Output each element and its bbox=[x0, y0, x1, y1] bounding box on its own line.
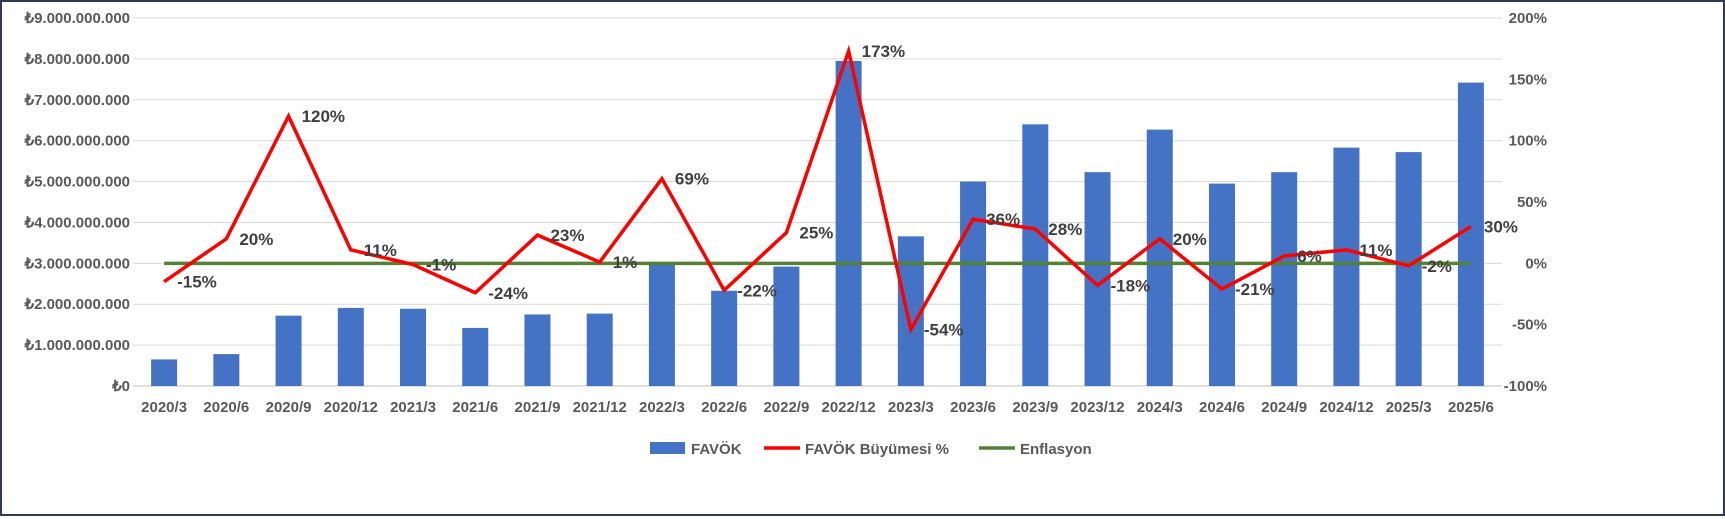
x-tick-label: 2024/3 bbox=[1137, 399, 1183, 416]
data-label: -21% bbox=[1235, 280, 1275, 299]
data-label: 36% bbox=[986, 210, 1020, 229]
bar bbox=[275, 315, 302, 386]
bar bbox=[835, 60, 862, 386]
data-label: 11% bbox=[364, 241, 397, 260]
x-tick-label: 2025/3 bbox=[1386, 399, 1432, 416]
y-tick-label: ₺8.000.000.000 bbox=[24, 51, 130, 68]
data-label: 20% bbox=[1173, 230, 1207, 249]
bar bbox=[524, 314, 551, 386]
data-label: -1% bbox=[426, 256, 456, 275]
data-label: -22% bbox=[737, 281, 777, 300]
x-tick-label: 2025/6 bbox=[1448, 399, 1494, 416]
data-label: -54% bbox=[924, 321, 964, 340]
x-tick-label: 2021/12 bbox=[573, 399, 627, 416]
data-label: 173% bbox=[862, 42, 905, 61]
data-label: -15% bbox=[177, 273, 217, 292]
bar bbox=[1271, 172, 1298, 386]
y-tick-label: ₺3.000.000.000 bbox=[24, 255, 130, 272]
y-tick-label: ₺7.000.000.000 bbox=[24, 92, 130, 109]
y2-tick-label: 50% bbox=[1517, 194, 1547, 211]
y2-tick-label: -50% bbox=[1512, 317, 1547, 334]
y-tick-label: ₺1.000.000.000 bbox=[24, 337, 130, 354]
data-label: -24% bbox=[488, 284, 528, 303]
bar bbox=[1022, 124, 1049, 387]
x-tick-label: 2024/9 bbox=[1261, 399, 1307, 416]
x-tick-label: 2020/6 bbox=[203, 399, 249, 416]
x-tick-label: 2022/12 bbox=[821, 399, 875, 416]
x-tick-label: 2020/9 bbox=[266, 399, 312, 416]
bar bbox=[151, 359, 178, 386]
y2-tick-label: 200% bbox=[1509, 10, 1547, 27]
x-tick-label: 2023/9 bbox=[1012, 399, 1058, 416]
bar bbox=[1333, 147, 1360, 386]
x-tick-label: 2020/3 bbox=[141, 399, 187, 416]
bar bbox=[1146, 129, 1173, 387]
data-label: 11% bbox=[1359, 241, 1392, 260]
bar bbox=[1395, 152, 1422, 386]
bar bbox=[213, 354, 240, 386]
bar bbox=[648, 263, 675, 386]
x-tick-label: 2024/6 bbox=[1199, 399, 1245, 416]
x-tick-label: 2023/12 bbox=[1070, 399, 1124, 416]
legend-label-favok: FAVÖK bbox=[691, 441, 742, 458]
y2-tick-label: -100% bbox=[1504, 378, 1547, 395]
bar bbox=[960, 181, 987, 386]
data-label: 30% bbox=[1484, 218, 1518, 237]
x-tick-label: 2020/12 bbox=[324, 399, 378, 416]
x-tick-label: 2024/12 bbox=[1319, 399, 1373, 416]
legend-label-enflasyon: Enflasyon bbox=[1020, 441, 1092, 458]
x-tick-label: 2022/6 bbox=[701, 399, 747, 416]
x-tick-label: 2021/9 bbox=[515, 399, 561, 416]
x-tick-label: 2023/6 bbox=[950, 399, 996, 416]
data-label: 120% bbox=[302, 107, 345, 126]
x-tick-label: 2022/3 bbox=[639, 399, 685, 416]
x-tick-label: 2021/3 bbox=[390, 399, 436, 416]
bar bbox=[711, 290, 738, 386]
x-tick-label: 2021/6 bbox=[452, 399, 498, 416]
y-tick-label: ₺0 bbox=[111, 378, 130, 395]
y2-tick-label: 100% bbox=[1509, 133, 1547, 150]
data-label: 25% bbox=[799, 224, 833, 243]
legend-swatch-favok bbox=[650, 442, 685, 454]
data-label: -2% bbox=[1422, 257, 1452, 276]
y-tick-label: ₺4.000.000.000 bbox=[24, 214, 130, 231]
y-tick-label: ₺2.000.000.000 bbox=[24, 296, 130, 313]
bar bbox=[462, 327, 489, 386]
series-line-favok-buyumesi bbox=[163, 44, 1472, 335]
data-label: 69% bbox=[675, 170, 709, 189]
legend-label-favok-buyumesi: FAVÖK Büyümesi % bbox=[805, 441, 949, 458]
y-tick-label: ₺9.000.000.000 bbox=[24, 10, 130, 27]
x-tick-label: 2022/9 bbox=[763, 399, 809, 416]
data-label: 23% bbox=[550, 226, 584, 245]
data-label: 20% bbox=[239, 230, 273, 249]
bar bbox=[773, 266, 800, 386]
bar bbox=[400, 308, 427, 386]
y-tick-label: ₺6.000.000.000 bbox=[24, 133, 130, 150]
y-tick-label: ₺5.000.000.000 bbox=[24, 174, 130, 191]
data-label: 28% bbox=[1048, 220, 1082, 239]
bar bbox=[1457, 82, 1484, 387]
y2-tick-label: 150% bbox=[1509, 71, 1547, 88]
data-label: 1% bbox=[613, 253, 638, 272]
x-tick-label: 2023/3 bbox=[888, 399, 934, 416]
data-label: 6% bbox=[1297, 247, 1322, 266]
bar bbox=[337, 307, 364, 386]
y2-tick-label: 0% bbox=[1525, 255, 1547, 272]
bar bbox=[586, 313, 613, 386]
data-label: -18% bbox=[1111, 276, 1151, 295]
